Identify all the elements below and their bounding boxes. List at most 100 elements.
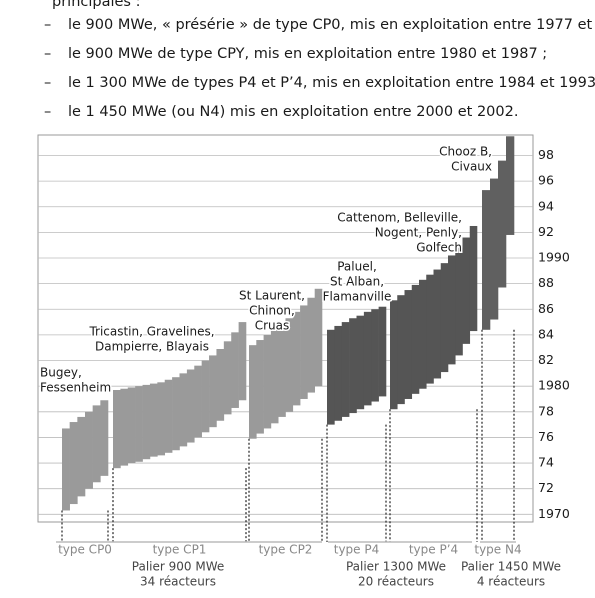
reactor-bar [300, 305, 308, 399]
reactor-bar [249, 345, 257, 439]
bullet-text: le 900 MWe, « présérie » de type CP0, mi… [68, 17, 595, 33]
annotation: Tricastin, Gravelines, [88, 325, 214, 339]
reactor-bar [100, 400, 109, 476]
bullet-text: le 1 300 MWe de types P4 et P’4, mis en … [68, 75, 595, 91]
reactor-bar [92, 405, 101, 483]
annotation: Civaux [451, 160, 492, 174]
group-label: type P4 [334, 543, 380, 557]
palier-label: 4 réacteurs [477, 575, 545, 589]
reactor-bar [411, 284, 420, 394]
reactor-bar [440, 263, 449, 373]
reactor-bar [292, 311, 301, 406]
palier-label: 20 réacteurs [358, 575, 434, 589]
reactor-bar [490, 178, 499, 320]
reactor-bar [120, 388, 129, 466]
reactor-bar [327, 329, 335, 425]
reactor-bar [113, 390, 121, 469]
reactor-bar [256, 340, 264, 434]
bullet-marker: – [44, 46, 51, 62]
reactor-bar [157, 382, 166, 456]
reactor-bar [482, 190, 491, 330]
annotation: Cattenom, Belleville, [337, 211, 462, 225]
reactor-bar [270, 329, 279, 424]
reactor-bar [371, 309, 379, 402]
reactor-bar [127, 387, 136, 464]
group-label: type CP1 [153, 543, 207, 557]
reactor-bar [216, 349, 225, 421]
reactor-bar [498, 160, 507, 288]
reactor-bar [278, 324, 286, 417]
reactor-bar [164, 379, 173, 453]
annotation: Dampierre, Blayais [95, 340, 209, 354]
reactor-bar [356, 315, 365, 410]
reactor-bar [231, 332, 239, 408]
reactor-bar [314, 288, 323, 387]
reactor-bar [77, 416, 86, 497]
reactor-bar [433, 269, 442, 379]
annotation: Chinon, [249, 304, 295, 318]
y-tick-label: 84 [538, 326, 554, 341]
reactor-bar [69, 422, 78, 505]
y-tick-label: 1970 [538, 506, 570, 521]
reactor-bar [341, 322, 350, 417]
annotation: Nogent, Penly, [375, 226, 462, 240]
y-tick-label: 1990 [538, 250, 570, 265]
y-tick-label: 92 [538, 224, 554, 239]
reactor-bar [404, 290, 413, 399]
y-tick-label: 74 [538, 455, 554, 470]
reactor-bar [223, 341, 232, 415]
y-tick-label: 86 [538, 301, 554, 316]
palier-label: Palier 1450 MWe [461, 560, 561, 574]
bullet-text: le 900 MWe de type CPY, mis en exploitat… [68, 46, 547, 62]
reactor-bar [506, 136, 515, 235]
y-tick-label: 94 [538, 198, 554, 213]
reactor-bar [349, 318, 357, 414]
group-label: type P’4 [409, 543, 458, 557]
annotation: St Laurent, [239, 289, 305, 303]
reactor-bar [378, 306, 387, 397]
reactor-bar [390, 300, 398, 410]
y-tick-label: 88 [538, 275, 554, 290]
reactor-bar [307, 297, 315, 393]
annotation: Chooz B, [439, 145, 492, 159]
group-label: type N4 [474, 543, 521, 557]
annotation: Fessenheim [40, 381, 111, 395]
reactor-bar [209, 355, 217, 428]
intro: principales : [52, 0, 140, 10]
reactor-bar [149, 383, 158, 457]
reactor-bar [397, 295, 405, 405]
y-tick-label: 78 [538, 403, 554, 418]
annotation: Cruas [255, 319, 290, 333]
annotation: Bugey, [40, 366, 82, 380]
reactor-bar [448, 255, 456, 365]
reactor-bar [62, 428, 70, 511]
reactor-bar [194, 365, 202, 438]
y-tick-label: 72 [538, 480, 554, 495]
reactor-bar [419, 279, 427, 389]
reactor-bar [363, 311, 372, 406]
reactor-bar [426, 274, 434, 384]
y-tick-label: 1980 [538, 378, 570, 393]
bullet-marker: – [44, 104, 51, 120]
palier-label: Palier 900 MWe [132, 560, 224, 574]
reactor-bar [285, 318, 294, 412]
reactor-bar [186, 369, 195, 443]
reactor-bar [135, 386, 143, 462]
reactor-bar [179, 373, 188, 447]
bullet-text: le 1 450 MWe (ou N4) mis en exploitation… [68, 104, 518, 120]
reactor-bar [462, 237, 471, 344]
group-label: type CP2 [259, 543, 313, 557]
reactor-bar [85, 411, 93, 489]
reactor-bar [172, 377, 180, 451]
reactor-bar [334, 325, 343, 421]
bullet-marker: – [44, 75, 51, 91]
reactor-bar [142, 384, 151, 460]
annotation: St Alban, [330, 275, 384, 289]
bullet-marker: – [44, 17, 51, 33]
y-tick-label: 98 [538, 147, 554, 162]
group-label: type CP0 [58, 543, 112, 557]
reactor-bar [238, 322, 247, 401]
y-tick-label: 82 [538, 352, 554, 367]
palier-label: Palier 1300 MWe [346, 560, 446, 574]
reactor-bar [469, 225, 478, 332]
